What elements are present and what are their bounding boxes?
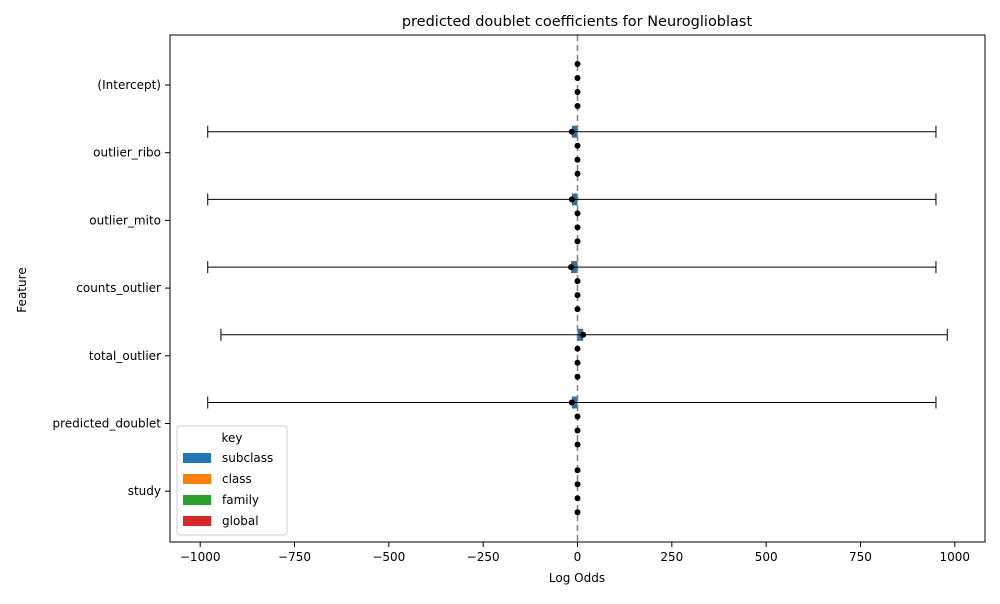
point-subclass-6 (574, 467, 581, 474)
x-axis-label: Log Odds (549, 571, 605, 585)
legend-label-global: global (222, 514, 259, 528)
y-tick-label: predicted_doublet (52, 417, 161, 431)
point-subclass-4 (580, 331, 587, 338)
point-family-3 (574, 292, 581, 299)
chart-title: predicted doublet coefficients for Neuro… (402, 14, 753, 30)
legend-swatch-subclass (183, 453, 211, 463)
x-tick-label: −250 (467, 550, 500, 564)
point-class-2 (574, 210, 581, 217)
point-family-6 (574, 495, 581, 502)
point-global-2 (574, 238, 581, 245)
point-class-1 (574, 142, 581, 149)
point-class-0 (574, 75, 581, 81)
x-tick-label: 500 (755, 550, 778, 564)
point-class-6 (574, 481, 581, 488)
y-tick-label: outlier_mito (89, 213, 161, 227)
y-tick-label: outlier_ribo (93, 146, 161, 160)
legend-swatch-global (183, 516, 211, 526)
y-tick-label: study (128, 484, 161, 498)
legend-label-class: class (222, 472, 252, 486)
point-family-0 (574, 89, 581, 95)
point-global-6 (574, 509, 581, 516)
point-subclass-2 (568, 196, 575, 203)
point-family-4 (574, 359, 581, 366)
point-family-5 (574, 427, 581, 434)
point-global-0 (574, 103, 581, 109)
point-subclass-3 (568, 264, 575, 271)
point-global-4 (574, 373, 581, 380)
x-tick-label: 0 (574, 550, 582, 564)
point-global-3 (574, 306, 581, 313)
point-subclass-5 (568, 399, 575, 406)
point-subclass-1 (568, 128, 575, 135)
point-class-5 (574, 413, 581, 420)
y-tick-label: (Intercept) (97, 78, 161, 92)
point-global-5 (574, 441, 581, 448)
x-tick-label: 250 (660, 550, 683, 564)
legend-label-family: family (222, 493, 259, 507)
legend-swatch-family (183, 495, 211, 505)
y-axis-label: Feature (15, 267, 29, 312)
point-class-4 (574, 345, 581, 352)
x-tick-label: −750 (278, 550, 311, 564)
legend-title: key (221, 431, 242, 445)
x-tick-label: −1000 (180, 550, 221, 564)
point-class-3 (574, 278, 581, 285)
legend-label-subclass: subclass (222, 451, 273, 465)
x-tick-label: −500 (372, 550, 405, 564)
point-subclass-0 (574, 61, 581, 67)
point-global-1 (574, 170, 581, 177)
x-tick-label: 750 (849, 550, 872, 564)
x-tick-label: 1000 (940, 550, 971, 564)
y-tick-label: counts_outlier (76, 281, 161, 295)
legend-swatch-class (183, 474, 211, 484)
point-family-2 (574, 224, 581, 231)
point-family-1 (574, 156, 581, 163)
legend: key subclass class family global (176, 425, 288, 536)
y-tick-label: total_outlier (89, 349, 161, 363)
